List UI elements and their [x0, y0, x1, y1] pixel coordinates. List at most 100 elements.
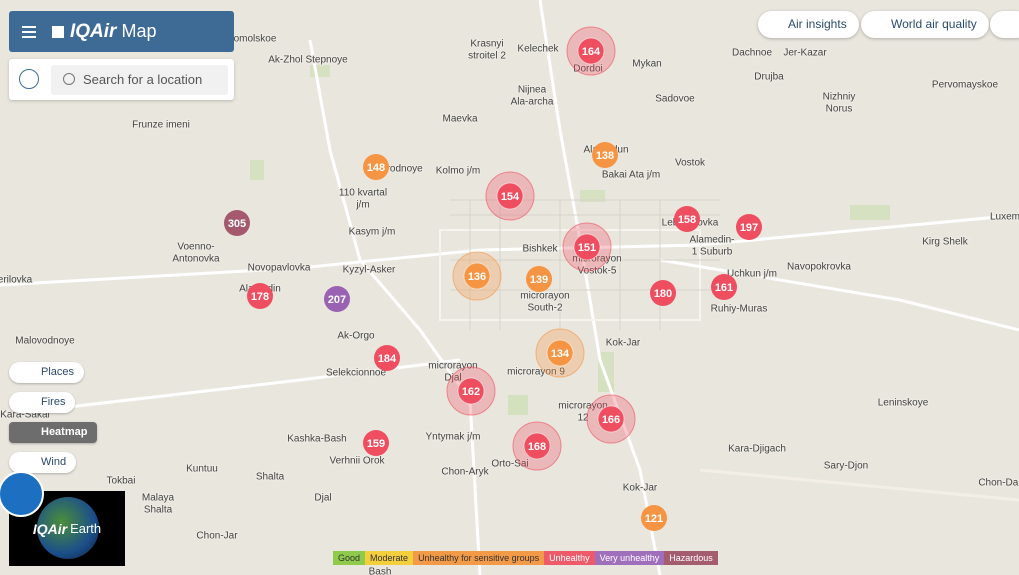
place-label: Kok-Jar [623, 483, 658, 494]
aqi-marker[interactable]: 161 [711, 274, 737, 300]
accessibility-button[interactable] [0, 471, 44, 517]
aqi-value: 151 [578, 242, 596, 254]
place-label: Voenno- [177, 242, 214, 253]
marker-dot [592, 142, 618, 168]
aqi-value: 138 [596, 150, 614, 162]
aqi-marker[interactable]: 159 [363, 430, 389, 456]
place-label: Pervomayskoe [932, 80, 999, 91]
layer-places[interactable]: Places [9, 362, 85, 383]
marker-dot [736, 214, 762, 240]
aqi-marker[interactable]: 168 [512, 421, 562, 471]
menu-button[interactable] [22, 30, 36, 33]
place-label: Tokbai [107, 476, 136, 487]
aqi-legend: Good Moderate Unhealthy for sensitive grou… [333, 551, 718, 565]
aqi-value: 121 [645, 513, 663, 525]
place-label: Kok-Jar [606, 338, 641, 349]
aqi-marker[interactable]: 151 [562, 222, 612, 272]
share-button[interactable] [990, 11, 1019, 38]
marker-dot [650, 280, 676, 306]
aqi-marker[interactable]: 138 [592, 142, 618, 168]
place-label: Kolmo j/m [436, 166, 480, 177]
place-label: Vostok-5 [578, 266, 617, 277]
place-label: Yntymak j/m [425, 432, 480, 443]
aqi-marker[interactable]: 184 [374, 345, 400, 371]
aqi-marker[interactable]: 164 [566, 26, 616, 76]
place-label: Krasnyi [470, 39, 503, 50]
aqi-marker[interactable]: 136 [452, 251, 502, 301]
logo-icon [52, 25, 64, 38]
aqi-value: 168 [528, 441, 546, 453]
marker-dot [496, 182, 524, 210]
legend-item: Moderate [365, 551, 414, 565]
place-label: 110 kvartal [339, 188, 387, 199]
aqi-marker[interactable]: 134 [535, 328, 585, 378]
place-label: Norus [826, 104, 853, 115]
place-label: Djal [444, 373, 461, 384]
aqi-marker[interactable]: 305 [224, 210, 250, 236]
earth-brand: IQAir [32, 520, 68, 537]
legend-item: Very unhealthy [594, 551, 665, 565]
marker-dot [711, 274, 737, 300]
layer-heatmap[interactable]: Heatmap [9, 422, 98, 443]
place-label: Ak-Orgo [337, 331, 375, 342]
brand: IQAir [70, 20, 117, 42]
search-icon [63, 73, 75, 85]
place-label: 1 Suburb [692, 247, 733, 258]
marker-dot [247, 283, 273, 309]
air-insights-button[interactable]: Air insights [758, 11, 859, 38]
marker-dot [526, 266, 552, 292]
marker-dot [463, 262, 491, 290]
place-label: Ruhiy-Muras [711, 304, 768, 315]
aqi-marker[interactable]: 166 [586, 394, 636, 444]
aqi-marker[interactable]: 121 [641, 505, 667, 531]
legend-item: Unhealthy for sensitive groups [413, 551, 545, 565]
aqi-marker[interactable]: 158 [674, 206, 700, 232]
place-label: Nizhniy [823, 92, 856, 103]
place-label: j/m [355, 200, 369, 211]
aqi-marker[interactable]: 148 [363, 154, 389, 180]
aqi-marker[interactable]: 197 [736, 214, 762, 240]
layer-fires[interactable]: Fires [9, 392, 76, 413]
search-panel: Search for a location [9, 59, 234, 100]
place-label: Uchkun j/m [727, 269, 777, 280]
layer-wind[interactable]: Wind [9, 452, 77, 473]
place-label: Verhnii Orok [329, 456, 385, 467]
place-label: Vostok [675, 158, 706, 169]
marker-dot [324, 286, 350, 312]
aqi-marker[interactable]: 139 [526, 266, 552, 292]
place-label: Djal [314, 493, 331, 504]
place-label: Bash [369, 567, 392, 575]
aqi-marker[interactable]: 162 [446, 366, 496, 416]
place-label: Kirg Shelk [922, 237, 969, 248]
aqi-marker[interactable]: 180 [650, 280, 676, 306]
place-label: Navopokrovka [787, 262, 851, 273]
place-label: Kelechek [517, 44, 559, 55]
locate-button[interactable] [19, 69, 39, 89]
aqi-value: 184 [378, 353, 397, 365]
place-label: Kyzyl-Asker [343, 265, 396, 276]
aqi-value: 164 [582, 46, 601, 58]
world-air-quality-button[interactable]: World air quality [861, 11, 989, 38]
marker-dot [573, 233, 601, 261]
place-label: Frunze imeni [132, 120, 190, 131]
aqi-marker[interactable]: 207 [324, 286, 350, 312]
place-label: Sadovoe [655, 94, 695, 105]
marker-dot [363, 430, 389, 456]
aqi-value: 148 [367, 162, 385, 174]
aqi-marker[interactable]: 178 [247, 283, 273, 309]
search-input[interactable]: Search for a location [51, 65, 228, 95]
place-label: Jer-Kazar [783, 48, 827, 59]
aqi-value: 162 [462, 386, 480, 398]
marker-dot [374, 345, 400, 371]
place-label: Shalta [256, 472, 285, 483]
place-label: Kasym j/m [349, 227, 396, 238]
aqi-marker[interactable]: 154 [485, 171, 535, 221]
place-label: Nijnea [518, 85, 547, 96]
legend-item: Good [333, 551, 366, 565]
place-label: Malovodnoye [15, 336, 75, 347]
place-label: stroitel 2 [468, 51, 506, 62]
place-label: Chon-Dar [978, 478, 1019, 489]
